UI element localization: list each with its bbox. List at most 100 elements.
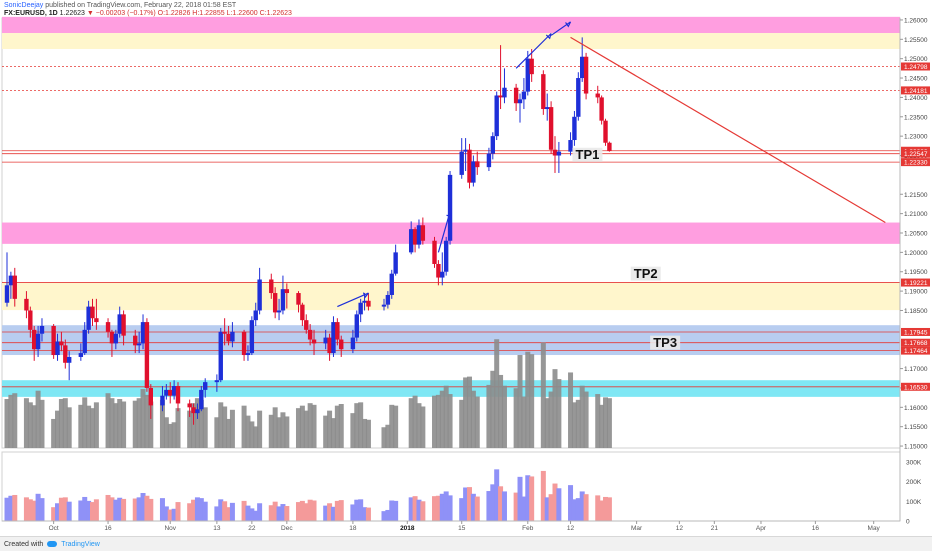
zone-band (2, 380, 900, 397)
candle-body (548, 107, 554, 150)
trend-arrow (515, 33, 552, 69)
volume-overlay-bar (525, 351, 531, 448)
candle-body (331, 322, 336, 354)
volume-overlay-bar (513, 388, 519, 448)
candle-body (568, 140, 573, 152)
price-label-text: 1.16530 (904, 384, 928, 391)
volume-bar (470, 493, 476, 521)
candle-body (66, 356, 72, 363)
volume-overlay-bar (501, 385, 507, 448)
candle-body (335, 322, 340, 340)
volume-bar (385, 509, 391, 521)
arrow-head-icon (446, 211, 452, 218)
candle-body (521, 91, 527, 100)
volume-overlay-bar (595, 394, 601, 448)
time-tick-label: May (868, 525, 881, 532)
volume-tick-label: 300K (906, 459, 922, 466)
trend-arrow (337, 292, 369, 308)
volume-overlay-bar (381, 427, 387, 448)
trend-line (570, 36, 886, 224)
candle-body (230, 331, 235, 342)
volume-overlay-bar (222, 406, 228, 448)
time-tick-label: 12 (676, 525, 684, 532)
footer: Created with TradingView (0, 536, 932, 551)
volume-overlay-bar (548, 391, 554, 448)
volume-overlay-bar (4, 399, 10, 448)
volume-bar (132, 498, 138, 521)
volume-overlay-bar (583, 391, 589, 448)
volume-overlay-bar (466, 376, 472, 448)
volume-bar (8, 495, 14, 521)
candle-body (245, 353, 251, 356)
candle-body (144, 322, 150, 388)
candle-body (117, 314, 122, 334)
volume-bar (66, 501, 72, 521)
volume-bar (35, 493, 41, 521)
candle-body (408, 229, 414, 253)
volume-bar (381, 511, 387, 521)
price-label-text: 1.22330 (904, 160, 928, 167)
candle-body (502, 87, 507, 98)
candle-body (525, 58, 530, 92)
arrow-head-icon (362, 292, 369, 299)
volume-bar (218, 499, 224, 521)
volume-bar (338, 500, 344, 521)
author-link[interactable]: SonicDeejay (4, 2, 44, 9)
volume-bar (82, 496, 88, 521)
volume-overlay-bar (330, 418, 336, 448)
volume-overlay-bar (39, 399, 45, 448)
volume-bar (548, 494, 554, 521)
volume-bar (109, 497, 115, 521)
volume-overlay-bar (606, 398, 612, 448)
candle-body (552, 149, 558, 156)
candle-body (443, 240, 449, 272)
volume-bar (540, 470, 546, 521)
time-tick-label: 18 (349, 525, 357, 532)
candlestick-chart[interactable]: TP1 TP2 TP3 1.26000 1.25500 1.25000 1.24500 1.2… (0, 0, 932, 536)
volume-bar (23, 497, 29, 521)
volume-bar (521, 496, 527, 521)
candle-body (82, 329, 87, 354)
candle-body (572, 116, 577, 141)
volume-bar (249, 508, 255, 521)
time-tick-label: 16 (104, 525, 112, 532)
volume-overlay-bar (272, 407, 278, 448)
volume-bar (443, 491, 449, 521)
volume-bar (466, 487, 472, 521)
volume-bar (191, 499, 197, 521)
volume-bar (412, 496, 418, 521)
time-tick-label: 12 (567, 525, 575, 532)
candle-body (269, 279, 274, 294)
volume-overlay-bar (187, 410, 193, 448)
price-tick-label: 1.18500 (904, 308, 928, 315)
candle-body (191, 407, 196, 414)
volume-bar (257, 503, 263, 521)
tradingview-link[interactable]: TradingView (61, 540, 100, 548)
candle-body (307, 329, 313, 340)
candle-body (168, 389, 173, 396)
volume-bar (350, 504, 356, 521)
price-tick-label: 1.19500 (904, 269, 928, 276)
last-price: 1.22623 (59, 10, 85, 17)
time-tick-label: Apr (756, 525, 767, 532)
volume-overlay-bar (117, 399, 123, 448)
candle-body (113, 333, 119, 344)
candle-body (339, 339, 344, 350)
candle-body (121, 314, 126, 336)
candle-body (517, 99, 523, 104)
candle-body (459, 151, 464, 175)
candle-body (412, 229, 418, 245)
volume-bar (268, 505, 274, 521)
volume-overlay-bar (350, 413, 356, 448)
volume-bar (86, 500, 92, 521)
volume-overlay-bar (249, 421, 255, 448)
candle-body (222, 331, 227, 334)
candle-body (257, 279, 262, 311)
volume-bar (362, 507, 368, 521)
candle-body (59, 341, 64, 346)
candle-body (447, 174, 453, 241)
volume-overlay-bar (327, 410, 333, 448)
volume-bar (459, 498, 465, 521)
volume-overlay-bar (494, 339, 500, 448)
price-tick-label: 1.21000 (904, 211, 928, 218)
